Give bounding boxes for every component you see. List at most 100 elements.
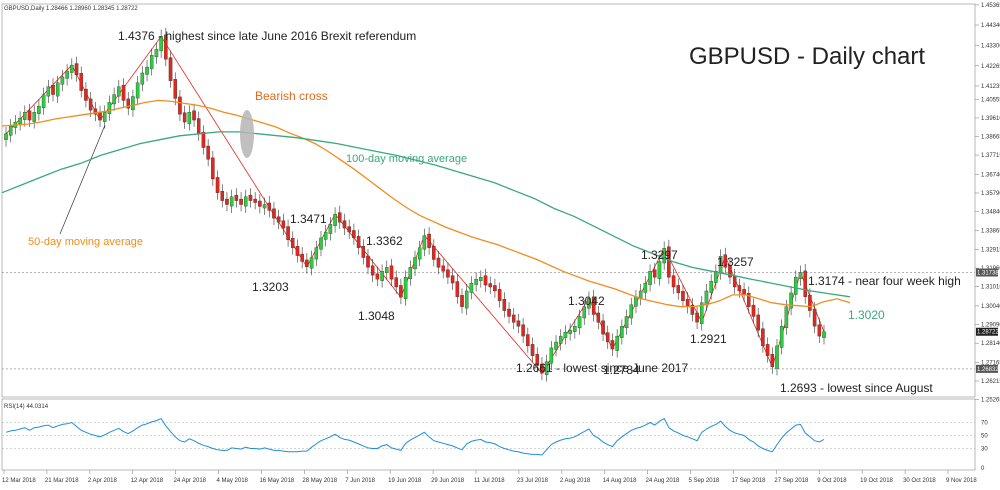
candle-body — [671, 275, 676, 288]
candle-body — [65, 70, 69, 79]
candle-body — [154, 49, 159, 57]
candle-body — [587, 298, 591, 309]
candle-body — [464, 290, 469, 309]
candle-body — [267, 202, 272, 211]
candle-body — [681, 291, 685, 301]
candle-body — [808, 295, 812, 311]
annotation-four-week-high: 1.3174 - near four week high — [808, 274, 961, 288]
candle-body — [37, 106, 41, 114]
candle-body — [747, 293, 751, 307]
candle-body — [112, 94, 116, 105]
candle-body — [502, 299, 507, 311]
candle-body — [436, 257, 441, 268]
candle-body — [356, 236, 361, 248]
candle-body — [338, 212, 342, 223]
candle-body — [211, 157, 215, 180]
candle-body — [272, 208, 276, 219]
rsi-panel-border — [1, 398, 976, 471]
candle-body — [751, 304, 756, 317]
candle-body — [380, 271, 384, 281]
candle-body — [657, 261, 662, 279]
annotation-50dma-label: 50-day moving average — [28, 236, 143, 248]
x-tick-label: 12 Apr 2018 — [131, 478, 164, 484]
candle-body — [140, 72, 145, 85]
candle-body — [728, 265, 732, 278]
candle-body — [530, 344, 535, 356]
candle-body — [700, 302, 704, 324]
candle-body — [370, 265, 375, 276]
price-label-text: 1.26832 — [977, 367, 999, 373]
candle-body — [695, 312, 699, 323]
candle-body — [591, 296, 596, 315]
price-label-text: 1.31738 — [977, 271, 999, 277]
y-tick-label: 1.39610 — [981, 116, 1000, 122]
candle-body — [690, 304, 695, 315]
candle-body — [23, 112, 27, 120]
candle-body — [723, 254, 728, 268]
rsi-y-tick-label: 30 — [981, 447, 988, 453]
candle-body — [295, 246, 300, 256]
candle-body — [610, 340, 615, 350]
x-tick-label: 21 Mar 2018 — [45, 478, 79, 484]
candle-body — [32, 112, 36, 122]
ma50-pointer-line — [59, 124, 106, 235]
annotation-100dma-label: 100-day moving average — [346, 153, 467, 165]
candle-body — [408, 267, 413, 279]
candle-body — [107, 102, 112, 114]
candle-body — [676, 285, 681, 294]
y-tick-label: 1.41235 — [981, 84, 1000, 90]
candle-body — [305, 259, 309, 267]
candle-body — [493, 285, 497, 292]
candle-body — [51, 84, 55, 95]
annotation-1-3257: 1.3257 — [717, 255, 754, 269]
candle-body — [229, 196, 234, 207]
y-tick-label: 1.38665 — [981, 134, 1000, 140]
candle-body — [554, 341, 558, 350]
x-tick-label: 5 Sep 2018 — [689, 478, 720, 484]
candle-body — [765, 344, 770, 356]
candle-body — [46, 86, 51, 97]
candle-body — [770, 354, 775, 368]
candle-body — [55, 82, 60, 97]
candle-body — [253, 198, 257, 203]
candle-body — [41, 94, 46, 109]
rsi-y-tick-label: 70 — [981, 421, 988, 427]
rsi-panel-header: RSI(14) 44.0314 — [4, 404, 49, 410]
x-tick-label: 9 Oct 2018 — [817, 478, 847, 484]
candle-body — [775, 345, 779, 369]
candle-body — [441, 265, 445, 272]
candle-body — [300, 253, 304, 262]
annotation-1-3020: 1.3020 — [848, 308, 885, 322]
candle-body — [634, 296, 638, 307]
x-tick-label: 7 Jun 2018 — [345, 478, 375, 484]
main-price-panel — [1, 3, 976, 471]
x-tick-label: 11 Jul 2018 — [474, 478, 505, 484]
annotation-1-3042: 1.3042 — [568, 294, 605, 308]
candle-body — [544, 361, 549, 375]
candle-body — [18, 117, 22, 124]
candle-body — [450, 275, 455, 284]
candle-body — [225, 198, 229, 205]
candle-body — [182, 112, 187, 123]
candle-body — [206, 145, 210, 160]
candle-body — [732, 275, 737, 288]
y-tick-label: 1.43300 — [981, 43, 1000, 49]
candle-body — [540, 363, 544, 374]
candle-body — [262, 204, 267, 209]
x-tick-label: 14 Aug 2018 — [603, 478, 637, 484]
rsi-y-tick-label: 50 — [981, 434, 988, 440]
candle-body — [342, 220, 347, 229]
candle-body — [601, 320, 605, 335]
annotation-1-3362: 1.3362 — [366, 234, 403, 248]
y-tick-label: 1.45365 — [981, 3, 1000, 9]
candle-body — [314, 247, 319, 260]
candle-body — [605, 332, 610, 343]
candle-body — [131, 96, 135, 111]
candle-body — [168, 57, 173, 81]
candle-body — [361, 246, 366, 258]
candle-body — [258, 200, 262, 207]
x-tick-label: 28 May 2018 — [302, 478, 337, 484]
candle-body — [328, 224, 333, 234]
candle-body — [276, 216, 281, 223]
y-tick-label: 1.42265 — [981, 64, 1000, 70]
